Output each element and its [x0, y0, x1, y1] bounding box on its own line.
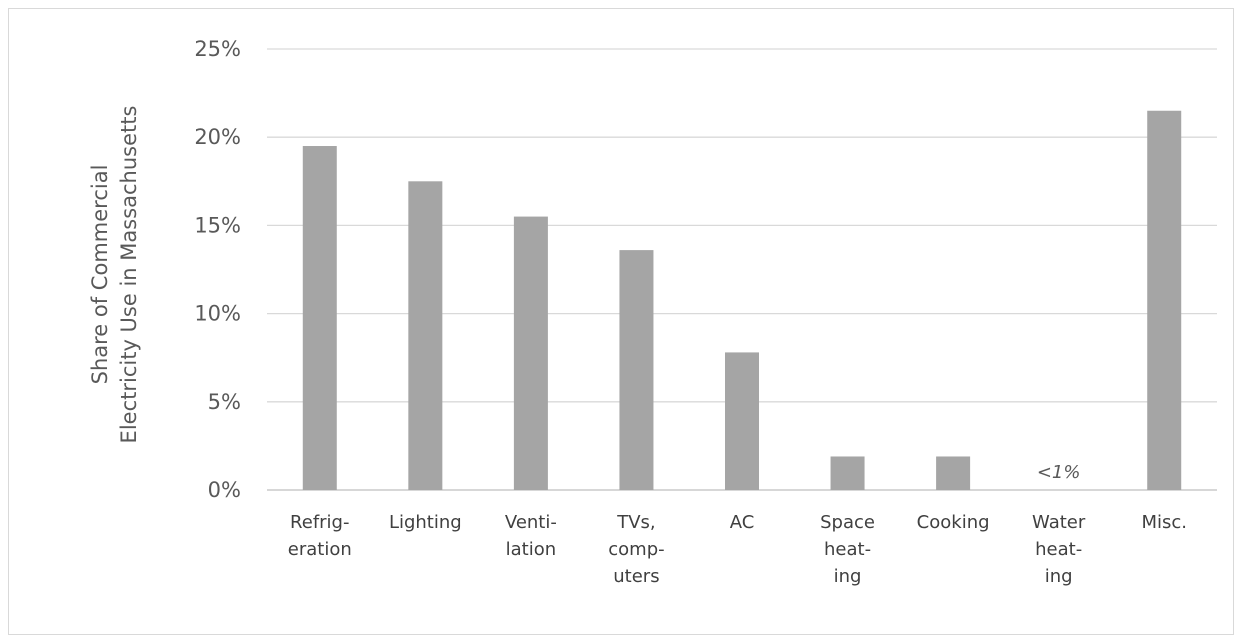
bar — [513, 216, 548, 490]
chart-frame: 0% 5% 10% 15% 20% 25% Refrig-eration Lighting V… — [8, 8, 1234, 635]
annotations: <1% — [1037, 462, 1081, 483]
bar — [725, 352, 759, 490]
bar — [1147, 110, 1182, 491]
x-category-label: Water heat-ing — [1032, 512, 1086, 587]
x-category-label: TVs, comp-uters — [608, 512, 664, 587]
x-category-label: Lighting — [389, 512, 462, 533]
y-tick-label: 15% — [194, 213, 241, 237]
y-tick-label: 20% — [194, 125, 241, 149]
bar — [619, 250, 654, 490]
y-tick-label: 10% — [194, 302, 241, 326]
bar — [830, 456, 865, 490]
bar — [936, 456, 971, 490]
bars — [302, 110, 1182, 491]
x-category-label: Misc. — [1141, 512, 1187, 533]
bar-chart: 0% 5% 10% 15% 20% 25% Refrig-eration Lighting V… — [88, 37, 1217, 587]
y-axis-title: Share of Commercial Electricity Use in Ma… — [88, 106, 141, 444]
y-tick-label: 0% — [208, 478, 241, 502]
x-category-label: Cooking — [917, 512, 990, 533]
x-category-label: Space heat-ing — [820, 512, 875, 587]
bar — [408, 181, 443, 491]
x-category-label: Venti-lation — [505, 512, 557, 560]
data-annotation: <1% — [1037, 462, 1081, 483]
y-tick-label: 5% — [208, 390, 241, 414]
y-tick-label: 25% — [194, 37, 241, 61]
x-category-label: Refrig-eration — [288, 512, 352, 560]
x-category-label: AC — [730, 512, 755, 533]
x-axis-categories: Refrig-eration Lighting Venti-lation TVs, co… — [288, 512, 1187, 587]
y-axis-ticks: 0% 5% 10% 15% 20% 25% — [194, 37, 241, 502]
bar — [302, 146, 337, 490]
